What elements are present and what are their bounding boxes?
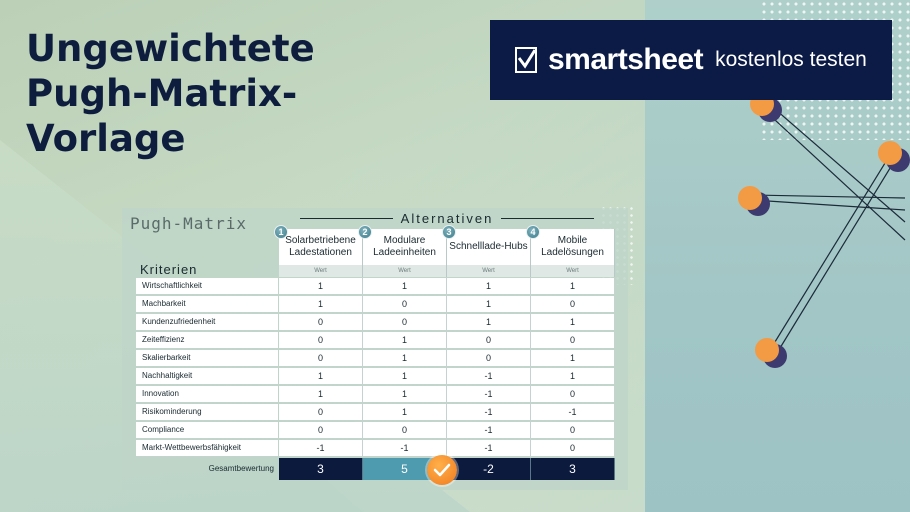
score-cell: 1 [279, 296, 363, 313]
criterion-label: Skalierbarkeit [136, 350, 278, 367]
criterion-label: Markt-Wettbewerbsfähigkeit [136, 440, 278, 457]
score-cell: 0 [447, 332, 531, 349]
score-cell: -1 [447, 422, 531, 439]
criterion-label: Kundenzufriedenheit [136, 314, 278, 331]
alternatives-label: Alternativen [400, 210, 494, 226]
criterion-label: Wirtschaftlichkeit [136, 278, 278, 295]
score-cell: 1 [279, 368, 363, 385]
alternative-subheader: Wert [447, 265, 531, 277]
score-cell: 1 [447, 278, 531, 295]
score-cell: 1 [531, 368, 615, 385]
score-cell: 1 [363, 278, 447, 295]
score-cell: 1 [363, 386, 447, 403]
criterion-label: Machbarkeit [136, 296, 278, 313]
score-cell: 0 [363, 422, 447, 439]
score-cell: 0 [447, 350, 531, 367]
score-cell: 1 [531, 278, 615, 295]
alternatives-heading: Alternativen [300, 210, 594, 226]
total-label: Gesamtbewertung [208, 464, 274, 473]
score-cell: 0 [531, 386, 615, 403]
score-cell: 0 [279, 404, 363, 421]
score-cell: -1 [279, 440, 363, 457]
alternative-subheader: Wert [363, 265, 447, 277]
alternative-number-badge: 1 [274, 225, 288, 239]
alternative-header: Solarbetriebene Ladestationen [279, 229, 363, 265]
score-cell: 1 [531, 350, 615, 367]
cta-text: kostenlos testen [715, 48, 867, 71]
score-cell: 0 [531, 332, 615, 349]
score-cell: 1 [363, 404, 447, 421]
score-cell: 0 [279, 314, 363, 331]
score-cell: 1 [447, 314, 531, 331]
score-cell: 0 [363, 296, 447, 313]
score-cell: -1 [447, 368, 531, 385]
alternative-number-badge: 3 [442, 225, 456, 239]
score-cell: 1 [279, 278, 363, 295]
checkmark-icon [427, 455, 457, 485]
page-title: Ungewichtete Pugh-Matrix-Vorlage [26, 27, 315, 160]
divider [300, 217, 393, 219]
alternative-number-badge: 4 [526, 225, 540, 239]
smartsheet-logo-icon [515, 47, 537, 73]
criterion-label: Nachhaltigkeit [136, 368, 278, 385]
alternative-header: Modulare Ladeeinheiten [363, 229, 447, 265]
score-cell: 0 [279, 350, 363, 367]
cta-brand: smartsheet [548, 43, 704, 76]
criterion-label: Risikominderung [136, 404, 278, 421]
score-cell: 0 [531, 422, 615, 439]
score-cell: -1 [447, 386, 531, 403]
score-cell: 1 [363, 368, 447, 385]
alternative-number-badge: 2 [358, 225, 372, 239]
alternative-header: Mobile Ladelösungen [531, 229, 615, 265]
score-cell: 1 [447, 296, 531, 313]
score-cell: 1 [363, 350, 447, 367]
score-cell: -1 [363, 440, 447, 457]
score-cell: -1 [447, 440, 531, 457]
total-score: 3 [531, 458, 615, 480]
score-cell: 0 [279, 422, 363, 439]
divider [501, 217, 594, 219]
total-score: 3 [279, 458, 363, 480]
score-cell: -1 [447, 404, 531, 421]
criterion-label: Innovation [136, 386, 278, 403]
matrix-title: Pugh-Matrix [130, 214, 247, 233]
criteria-label: Kriterien [140, 262, 198, 277]
smartsheet-cta-banner[interactable]: smartsheet kostenlos testen [490, 20, 892, 100]
score-cell: 1 [363, 332, 447, 349]
alternative-header: Schnelllade-Hubs [447, 229, 531, 265]
score-cell: 0 [531, 296, 615, 313]
total-score: -2 [447, 458, 531, 480]
criterion-label: Zeiteffizienz [136, 332, 278, 349]
score-cell: 0 [279, 332, 363, 349]
score-cell: 1 [531, 314, 615, 331]
score-cell: 0 [531, 440, 615, 457]
score-cell: 1 [279, 386, 363, 403]
criterion-label: Compliance [136, 422, 278, 439]
alternative-subheader: Wert [279, 265, 363, 277]
score-cell: 0 [363, 314, 447, 331]
alternative-subheader: Wert [531, 265, 615, 277]
score-cell: -1 [531, 404, 615, 421]
